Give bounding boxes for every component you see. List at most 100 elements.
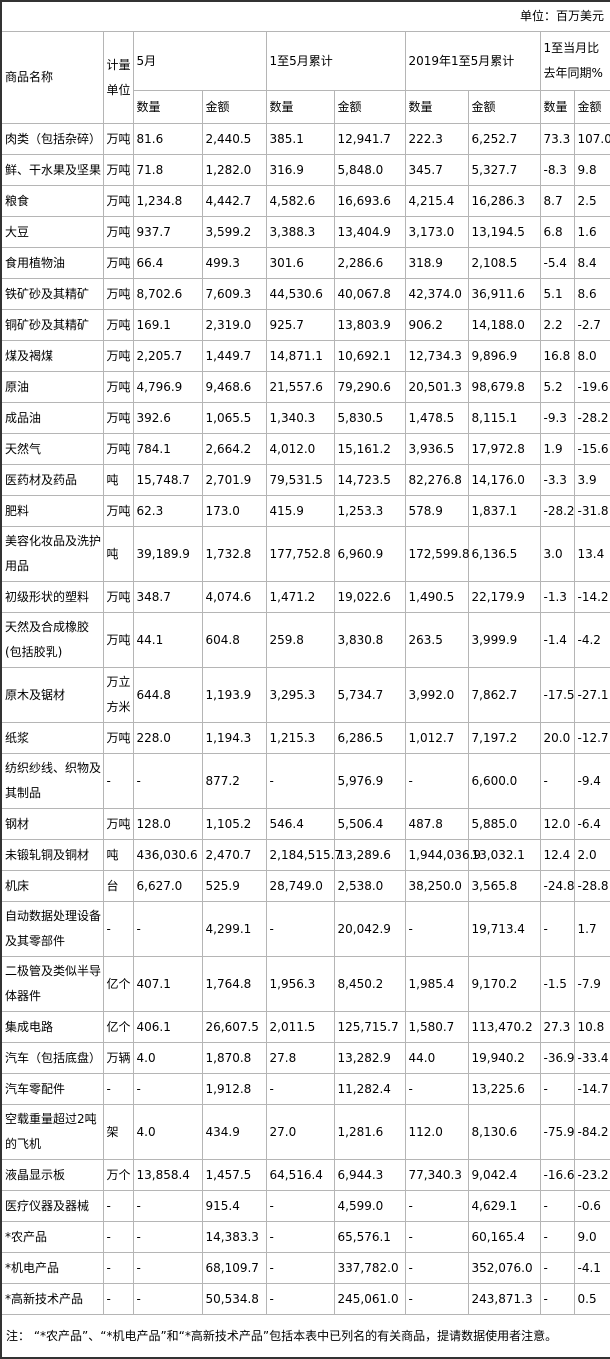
- value-cell: 71.8: [132, 154, 203, 186]
- value-cell: 12,734.3: [404, 340, 469, 372]
- value-cell: -28.2: [573, 402, 610, 434]
- value-cell: 3,295.3: [265, 667, 335, 723]
- value-cell: 337,782.0: [333, 1252, 406, 1284]
- value-cell: -6.4: [573, 808, 610, 840]
- value-cell: 1,253.3: [333, 495, 406, 527]
- value-cell: 2,470.7: [201, 839, 267, 871]
- table-row: 天然气 万吨 784.1 2,664.2 4,012.0 15,161.2 3,936.5 1…: [0, 433, 610, 465]
- value-cell: -33.4: [573, 1042, 610, 1074]
- value-cell: -: [539, 1221, 575, 1253]
- value-cell: 4,796.9: [132, 371, 203, 403]
- value-cell: 5,885.0: [467, 808, 541, 840]
- unit-cell: 万吨: [102, 185, 134, 217]
- value-cell: 12,941.7: [333, 123, 406, 155]
- commodity-name-cell: 机床: [0, 870, 104, 902]
- value-cell: 27.3: [539, 1011, 575, 1043]
- table-footer: 注： “*农产品”、“*机电产品”和“*高新技术产品”包括本表中已列名的有关商品…: [0, 1314, 610, 1359]
- commodity-name-cell: 天然气: [0, 433, 104, 465]
- table-row: 纺织纱线、织物及其制品 - -877.2-5,976.9-6,600.0- -9.4: [0, 753, 610, 809]
- value-cell: -14.7: [573, 1073, 610, 1105]
- value-cell: 173.0: [201, 495, 267, 527]
- col-header-commodity: 商品名称: [0, 31, 104, 124]
- value-cell: 68,109.7: [201, 1252, 267, 1284]
- table-row: 粮食 万吨 1,234.8 4,442.7 4,582.6 16,693.6 4,215.4…: [0, 185, 610, 217]
- value-cell: 1.7: [573, 901, 610, 957]
- unit-cell: 万吨: [102, 154, 134, 186]
- unit-cell: 万吨: [102, 216, 134, 248]
- value-cell: -: [132, 1190, 203, 1222]
- value-cell: 1,457.5: [201, 1159, 267, 1191]
- table-row: 肥料 万吨 62.3 173.0 415.9 1,253.3 578.9 1,837.1 -28…: [0, 495, 610, 527]
- value-cell: 13,194.5: [467, 216, 541, 248]
- value-cell: 301.6: [265, 247, 335, 279]
- value-cell: -31.8: [573, 495, 610, 527]
- value-cell: 245,061.0: [333, 1283, 406, 1315]
- subcol-2019-amount: 金额: [467, 90, 541, 124]
- subcol-yoy-amount: 金额: [573, 90, 610, 124]
- value-cell: 15,161.2: [333, 433, 406, 465]
- value-cell: -17.5: [539, 667, 575, 723]
- value-cell: 316.9: [265, 154, 335, 186]
- value-cell: 64,516.4: [265, 1159, 335, 1191]
- col-group-jan-to-may: 1至5月累计: [265, 31, 406, 91]
- value-cell: 13,803.9: [333, 309, 406, 341]
- unit-cell: 万个: [102, 1159, 134, 1191]
- value-cell: 2,538.0: [333, 870, 406, 902]
- value-cell: 9,468.6: [201, 371, 267, 403]
- unit-cell: -: [102, 1221, 134, 1253]
- table-row: 汽车（包括底盘） 万辆 4.0 1,870.8 27.8 13,282.9 44.0 19,9…: [0, 1042, 610, 1074]
- commodity-name-cell: 初级形状的塑料: [0, 581, 104, 613]
- commodity-name-cell: 汽车（包括底盘）: [0, 1042, 104, 1074]
- value-cell: -3.3: [539, 464, 575, 496]
- value-cell: 1,478.5: [404, 402, 469, 434]
- table-row: 钢材 万吨 128.0 1,105.2 546.4 5,506.4 487.8 5,885.0…: [0, 808, 610, 840]
- value-cell: 172,599.8: [404, 526, 470, 582]
- value-cell: 1,912.8: [201, 1073, 267, 1105]
- subcol-jan-may-amount: 金额: [333, 90, 406, 124]
- value-cell: 26,607.5: [201, 1011, 267, 1043]
- commodity-name-cell: 纸浆: [0, 722, 104, 754]
- table-row: 二极管及类似半导体器件 亿个 407.1 1,764.8 1,956.3 8,450.2 1…: [0, 956, 610, 1012]
- table-row: 食用植物油 万吨 66.4 499.3 301.6 2,286.6 318.9 2,108.5…: [0, 247, 610, 279]
- value-cell: 16,693.6: [333, 185, 406, 217]
- value-cell: 10.8: [573, 1011, 610, 1043]
- commodity-name-cell: 成品油: [0, 402, 104, 434]
- subcol-jan-may-quantity: 数量: [265, 90, 335, 124]
- commodity-name-cell: 煤及褐煤: [0, 340, 104, 372]
- footnote-row: 注： “*农产品”、“*机电产品”和“*高新技术产品”包括本表中已列名的有关商品…: [0, 1314, 610, 1359]
- value-cell: 2.5: [573, 185, 610, 217]
- value-cell: -: [539, 1252, 575, 1284]
- value-cell: 14,188.0: [467, 309, 541, 341]
- table-row: 自动数据处理设备及其零部件 - -4,299.1-20,042.9-19,713.4…: [0, 901, 610, 957]
- value-cell: -: [404, 1073, 469, 1105]
- value-cell: 6.8: [539, 216, 575, 248]
- col-group-may: 5月: [132, 31, 267, 91]
- unit-cell: 万吨: [102, 495, 134, 527]
- value-cell: 4,215.4: [404, 185, 469, 217]
- unit-cell: 万吨: [102, 402, 134, 434]
- unit-cell: 万吨: [102, 340, 134, 372]
- unit-cell: 万吨: [102, 247, 134, 279]
- value-cell: 4,012.0: [265, 433, 335, 465]
- value-cell: -: [265, 1252, 335, 1284]
- value-cell: 36,911.6: [467, 278, 541, 310]
- col-group-2019-jan-to-may: 2019年1至5月累计: [404, 31, 541, 91]
- value-cell: 877.2: [201, 753, 267, 809]
- value-cell: 13,032.1: [467, 839, 541, 871]
- value-cell: 3,830.8: [333, 612, 406, 668]
- value-cell: 44.1: [132, 612, 203, 668]
- value-cell: 1,215.3: [265, 722, 335, 754]
- value-cell: 348.7: [132, 581, 203, 613]
- col-header-unit: 计量单位: [102, 31, 134, 124]
- value-cell: -36.9: [539, 1042, 575, 1074]
- table-row: 美容化妆品及洗护用品吨 39,189.9 1,732.8 177,752.8 6,960…: [0, 526, 610, 582]
- value-cell: 1,282.0: [201, 154, 267, 186]
- unit-cell: 万吨: [102, 722, 134, 754]
- value-cell: 2,701.9: [201, 464, 267, 496]
- value-cell: 19,713.4: [467, 901, 541, 957]
- value-cell: 0.5: [573, 1283, 610, 1315]
- value-cell: 407.1: [132, 956, 203, 1012]
- value-cell: 6,627.0: [132, 870, 203, 902]
- value-cell: 2,205.7: [132, 340, 203, 372]
- table-row: 鲜、干水果及坚果 万吨 71.8 1,282.0 316.9 5,848.0 345.7 5,…: [0, 154, 610, 186]
